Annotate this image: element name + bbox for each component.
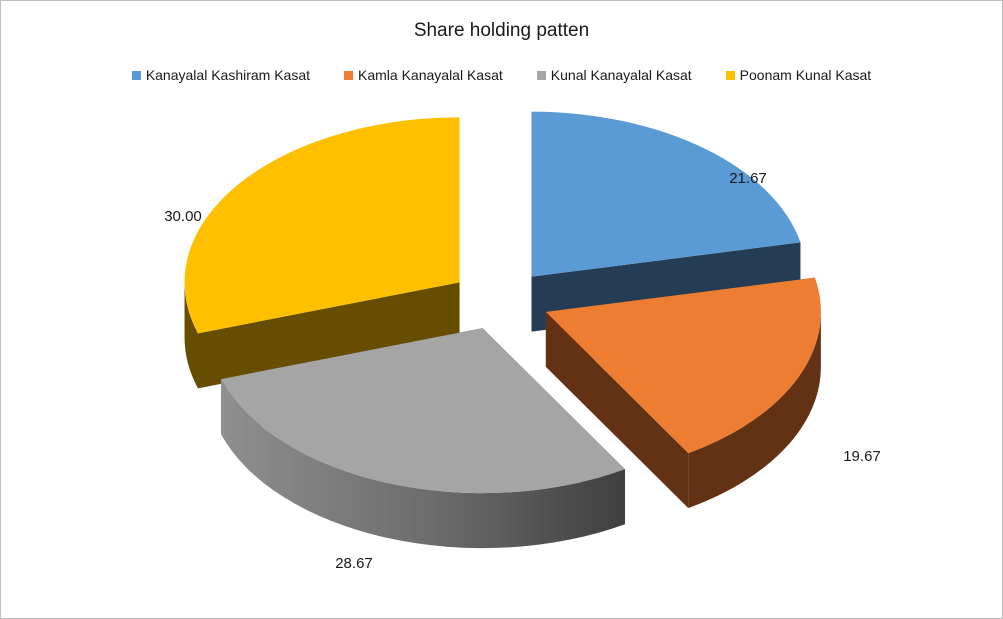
legend-label: Kamla Kanayalal Kasat [358,67,503,83]
legend-swatch [131,70,141,80]
data-label-poonam: 30.00 [164,208,202,225]
slice-poonam [184,117,460,389]
legend-item-kunal: Kunal Kanayalal Kasat [536,67,692,83]
slice-outer-wall [184,282,198,389]
slice-side-wall [545,311,689,509]
legend-label: Poonam Kunal Kasat [739,67,872,83]
data-label-kanayalal: 21.67 [729,170,767,187]
legend-item-poonam: Poonam Kunal Kasat [725,67,872,83]
chart-title: Share holding patten [413,20,590,41]
chart-legend: Kanayalal Kashiram Kasat Kamla Kanayalal… [0,67,1003,83]
legend-label: Kanayalal Kashiram Kasat [145,67,311,83]
slice-outer-wall [221,379,625,549]
legend-label: Kunal Kanayalal Kasat [550,67,692,83]
slice-top-face [184,117,460,334]
slice-kunal [221,328,625,549]
legend-swatch [344,70,354,80]
slice-top-face [545,277,821,454]
slice-top-face [531,111,801,277]
legend-item-kamla: Kamla Kanayalal Kasat [344,67,503,83]
data-label-kunal: 28.67 [335,555,373,572]
legend-swatch [725,70,735,80]
slice-top-face [221,328,625,494]
data-label-kamla: 19.67 [843,448,881,465]
slice-side-wall [197,282,460,389]
legend-item-kanayalal: Kanayalal Kashiram Kasat [131,67,311,83]
slice-outer-wall [688,311,821,509]
slice-kamla [545,277,821,509]
legend-swatch [536,70,546,80]
